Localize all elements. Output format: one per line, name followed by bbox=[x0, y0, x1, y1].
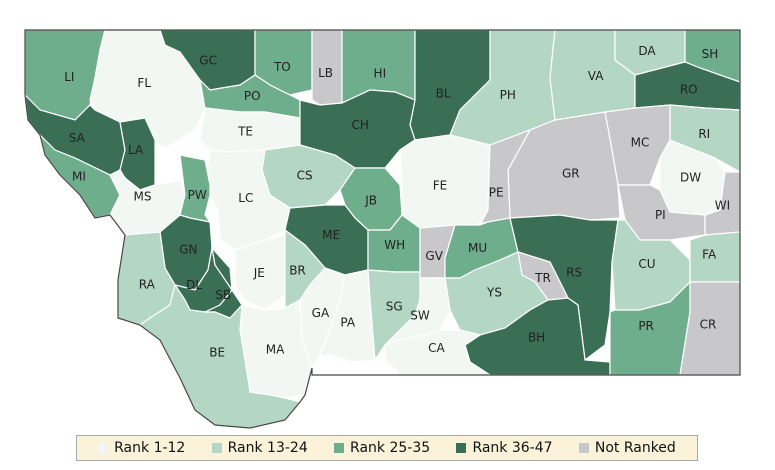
county-label-ms: MS bbox=[134, 190, 152, 204]
legend-item-rank-25-35: Rank 25-35 bbox=[334, 440, 430, 456]
county-label-ga: GA bbox=[312, 306, 330, 320]
county-label-tr: TR bbox=[534, 271, 551, 285]
county-label-hi: HI bbox=[374, 67, 387, 81]
county-pw bbox=[179, 154, 212, 223]
county-map: LI FL GC TO LB HI BL PH VA DA SH RO PO SA LA TE CH RI MC MI… bbox=[24, 29, 741, 429]
county-label-be: BE bbox=[209, 346, 225, 360]
county-label-pa: PA bbox=[340, 316, 355, 330]
legend-item-rank-36-47: Rank 36-47 bbox=[456, 440, 553, 456]
county-label-gv: GV bbox=[425, 249, 443, 263]
county-label-ph: PH bbox=[500, 88, 516, 102]
legend-swatch-rank-1-12 bbox=[98, 443, 109, 453]
county-label-bh: BH bbox=[528, 330, 545, 344]
legend-label: Rank 13-24 bbox=[227, 440, 308, 456]
legend-swatch-rank-25-35 bbox=[334, 443, 345, 453]
county-label-ma: MA bbox=[266, 343, 285, 357]
county-label-pi: PI bbox=[655, 208, 666, 222]
county-je bbox=[234, 234, 286, 311]
legend-label: Rank 36-47 bbox=[472, 440, 553, 456]
county-label-po: PO bbox=[244, 89, 261, 103]
county-label-dw: DW bbox=[680, 171, 701, 185]
state-outline bbox=[24, 29, 741, 429]
county-label-wi: WI bbox=[715, 199, 730, 213]
county-label-sa: SA bbox=[69, 131, 86, 145]
county-label-je: JE bbox=[253, 266, 265, 280]
legend-label: Rank 25-35 bbox=[350, 440, 431, 456]
legend-swatch-rank-36-47 bbox=[456, 443, 467, 453]
map-legend: Rank 1-12 Rank 13-24 Rank 25-35 Rank 36-… bbox=[76, 435, 698, 461]
county-label-cs: CS bbox=[297, 169, 313, 183]
county-label-gr: GR bbox=[562, 166, 580, 180]
legend-item-not-ranked: Not Ranked bbox=[578, 440, 676, 456]
county-label-pe: PE bbox=[489, 186, 504, 200]
county-label-mi: MI bbox=[72, 170, 86, 184]
county-label-li: LI bbox=[64, 70, 74, 84]
county-label-sg: SG bbox=[386, 300, 403, 314]
county-label-lb: LB bbox=[318, 66, 333, 80]
county-label-da: DA bbox=[638, 44, 656, 58]
county-label-sh: SH bbox=[702, 47, 719, 61]
county-label-gc: GC bbox=[199, 53, 217, 67]
legend-item-rank-1-12: Rank 1-12 bbox=[98, 440, 185, 456]
county-label-dl: DL bbox=[186, 278, 202, 292]
county-ca bbox=[384, 329, 493, 376]
county-label-gn: GN bbox=[179, 242, 197, 256]
county-label-rs: RS bbox=[566, 266, 582, 280]
county-label-pr: PR bbox=[638, 319, 654, 333]
legend-swatch-rank-13-24 bbox=[211, 443, 222, 453]
county-label-ca: CA bbox=[428, 341, 445, 355]
county-label-ch: CH bbox=[351, 118, 368, 132]
county-label-pw: PW bbox=[188, 188, 207, 202]
county-label-fe: FE bbox=[433, 178, 447, 192]
county-label-sb: SB bbox=[215, 288, 231, 302]
county-label-lc: LC bbox=[238, 191, 253, 205]
county-label-br: BR bbox=[289, 263, 306, 277]
county-label-ri: RI bbox=[698, 127, 710, 141]
county-label-la: LA bbox=[128, 143, 144, 157]
county-label-wh: WH bbox=[384, 238, 405, 252]
legend-item-rank-13-24: Rank 13-24 bbox=[211, 440, 308, 456]
county-label-ro: RO bbox=[680, 82, 698, 96]
county-label-me: ME bbox=[322, 228, 340, 242]
legend-label: Rank 1-12 bbox=[114, 440, 186, 456]
legend-swatch-not-ranked bbox=[578, 443, 589, 453]
county-label-va: VA bbox=[588, 69, 604, 83]
county-label-ra: RA bbox=[139, 278, 156, 292]
county-label-mu: MU bbox=[468, 241, 487, 255]
county-label-ys: YS bbox=[486, 285, 502, 299]
county-label-te: TE bbox=[237, 124, 253, 138]
county-label-fa: FA bbox=[702, 248, 717, 262]
county-label-bl: BL bbox=[436, 86, 451, 100]
county-label-to: TO bbox=[273, 60, 291, 74]
legend-label: Not Ranked bbox=[594, 440, 676, 456]
county-label-sw: SW bbox=[410, 309, 430, 323]
county-label-jb: JB bbox=[364, 194, 377, 208]
county-label-cr: CR bbox=[700, 318, 717, 332]
county-label-cu: CU bbox=[638, 257, 655, 271]
county-pa bbox=[319, 269, 376, 363]
county-label-mc: MC bbox=[631, 135, 650, 149]
county-label-fl: FL bbox=[137, 76, 151, 90]
